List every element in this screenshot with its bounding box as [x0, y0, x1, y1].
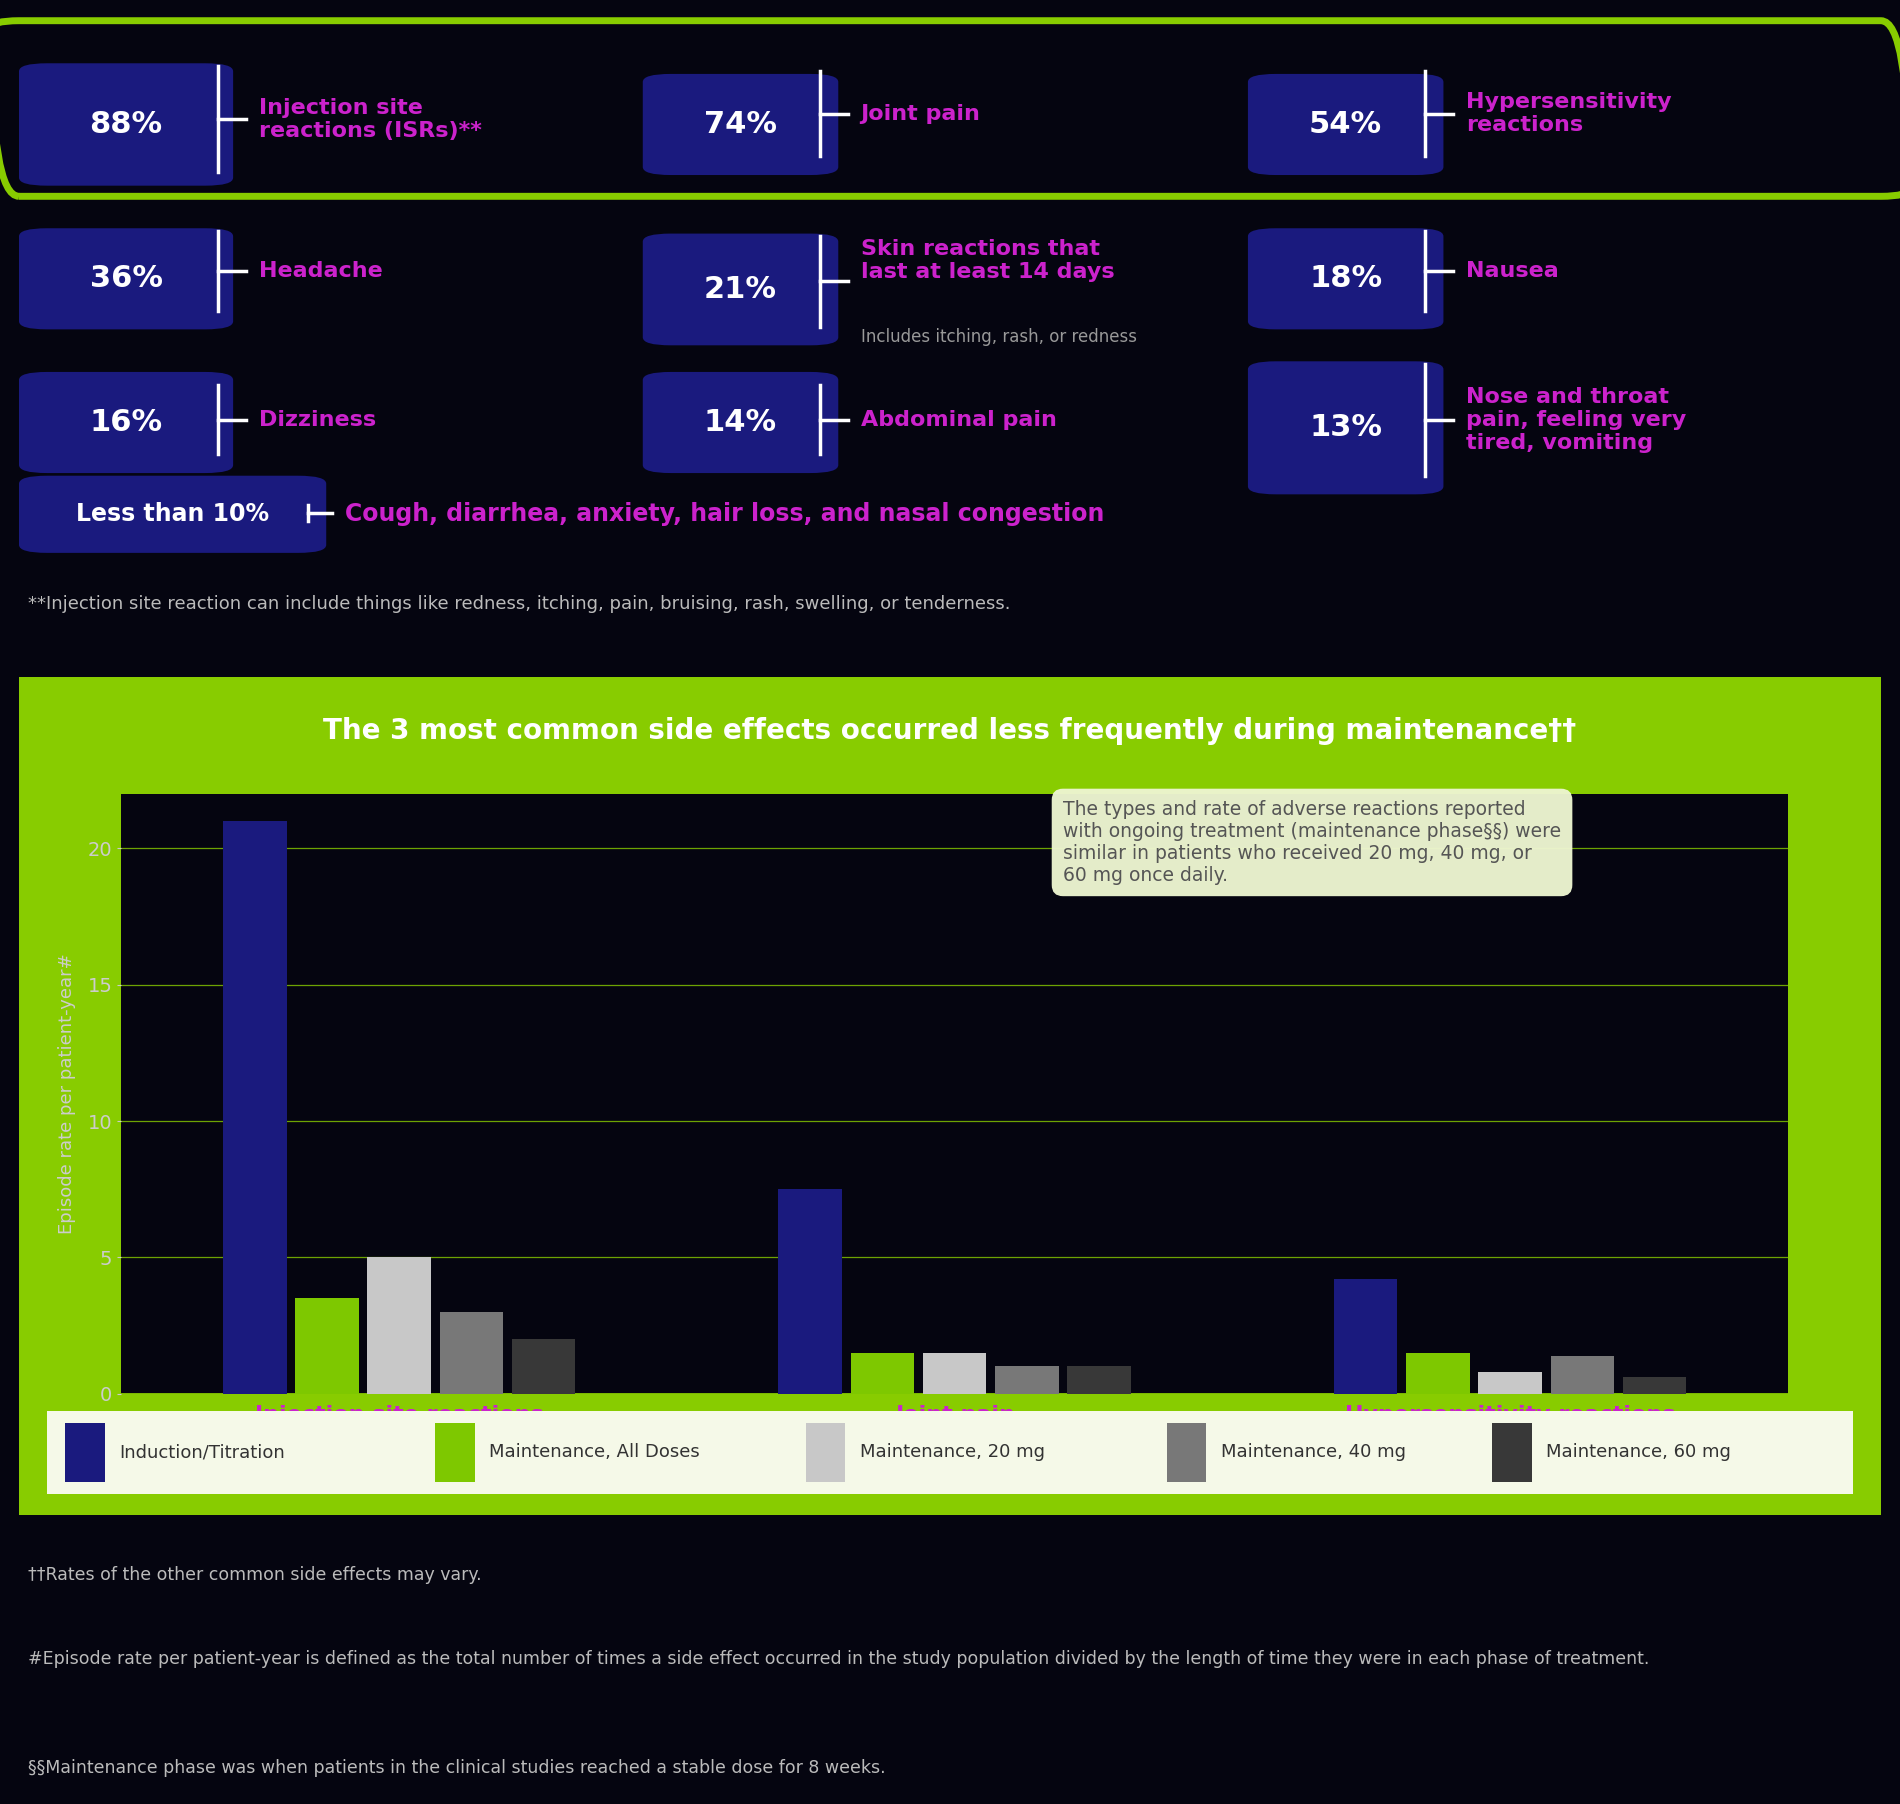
Text: 74%: 74% [705, 110, 777, 139]
Text: 16%: 16% [89, 408, 163, 437]
Text: **Injection site reaction can include things like redness, itching, pain, bruisi: **Injection site reaction can include th… [28, 595, 1011, 613]
Text: 21%: 21% [705, 274, 777, 303]
Text: Maintenance, 20 mg: Maintenance, 20 mg [859, 1443, 1045, 1461]
Text: The 3 most common side effects occurred less frequently during maintenance††: The 3 most common side effects occurred … [323, 716, 1577, 745]
Text: Maintenance, All Doses: Maintenance, All Doses [490, 1443, 701, 1461]
Text: The types and rate of adverse reactions reported
with ongoing treatment (mainten: The types and rate of adverse reactions … [1062, 799, 1562, 886]
Text: Joint pain: Joint pain [861, 105, 980, 124]
Text: Abdominal pain: Abdominal pain [861, 410, 1056, 429]
Text: Injection site
reactions (ISRs)**: Injection site reactions (ISRs)** [258, 97, 483, 141]
Bar [65, 1423, 104, 1481]
Text: Cough, diarrhea, anxiety, hair loss, and nasal congestion: Cough, diarrhea, anxiety, hair loss, and… [344, 502, 1104, 527]
FancyBboxPatch shape [19, 229, 234, 330]
Bar [851, 1353, 914, 1394]
Bar [1623, 1378, 1687, 1394]
FancyBboxPatch shape [19, 476, 327, 552]
Text: 54%: 54% [1309, 110, 1381, 139]
FancyBboxPatch shape [642, 74, 838, 175]
Bar [367, 1257, 431, 1394]
Text: Less than 10%: Less than 10% [76, 502, 270, 527]
Text: Includes itching, rash, or redness: Includes itching, rash, or redness [861, 328, 1136, 346]
Text: Maintenance, 60 mg: Maintenance, 60 mg [1547, 1443, 1731, 1461]
FancyBboxPatch shape [0, 667, 1900, 1524]
FancyBboxPatch shape [19, 372, 234, 473]
Text: Nose and throat
pain, feeling very
tired, vomiting: Nose and throat pain, feeling very tired… [1465, 386, 1685, 453]
Bar [511, 1339, 576, 1394]
Text: Maintenance, 40 mg: Maintenance, 40 mg [1222, 1443, 1406, 1461]
Bar [439, 1312, 504, 1394]
Bar [1478, 1371, 1543, 1394]
FancyBboxPatch shape [1248, 229, 1444, 330]
Bar [779, 1189, 842, 1394]
Text: Nausea: Nausea [1465, 262, 1558, 281]
Text: Dizziness: Dizziness [258, 410, 376, 429]
Text: Hypersensitivity
reactions: Hypersensitivity reactions [1465, 92, 1672, 135]
Text: 36%: 36% [89, 265, 163, 294]
Bar [1068, 1366, 1130, 1394]
Text: #Episode rate per patient-year is defined as the total number of times a side ef: #Episode rate per patient-year is define… [28, 1649, 1649, 1667]
Text: 88%: 88% [89, 110, 163, 139]
Bar [1406, 1353, 1471, 1394]
FancyBboxPatch shape [1248, 74, 1444, 175]
Text: 14%: 14% [705, 408, 777, 437]
FancyBboxPatch shape [1248, 361, 1444, 494]
Bar [1492, 1423, 1531, 1481]
Text: §§Maintenance phase was when patients in the clinical studies reached a stable d: §§Maintenance phase was when patients in… [28, 1759, 885, 1777]
Text: Skin reactions that
last at least 14 days: Skin reactions that last at least 14 day… [861, 238, 1113, 281]
Bar [1167, 1423, 1206, 1481]
Text: Induction/Titration: Induction/Titration [120, 1443, 285, 1461]
Text: Headache: Headache [258, 262, 384, 281]
Bar [996, 1366, 1058, 1394]
Bar [435, 1423, 475, 1481]
Bar [222, 821, 287, 1394]
FancyBboxPatch shape [642, 372, 838, 473]
Bar [1550, 1355, 1615, 1394]
Text: 13%: 13% [1309, 413, 1381, 442]
FancyBboxPatch shape [642, 233, 838, 345]
Bar [923, 1353, 986, 1394]
FancyBboxPatch shape [28, 1409, 1872, 1496]
Bar [806, 1423, 846, 1481]
Y-axis label: Episode rate per patient-year#: Episode rate per patient-year# [59, 954, 76, 1234]
Bar [294, 1299, 359, 1394]
FancyBboxPatch shape [19, 63, 234, 186]
Text: 18%: 18% [1309, 265, 1381, 294]
Text: ††Rates of the other common side effects may vary.: ††Rates of the other common side effects… [28, 1566, 483, 1584]
Bar [1334, 1279, 1398, 1394]
